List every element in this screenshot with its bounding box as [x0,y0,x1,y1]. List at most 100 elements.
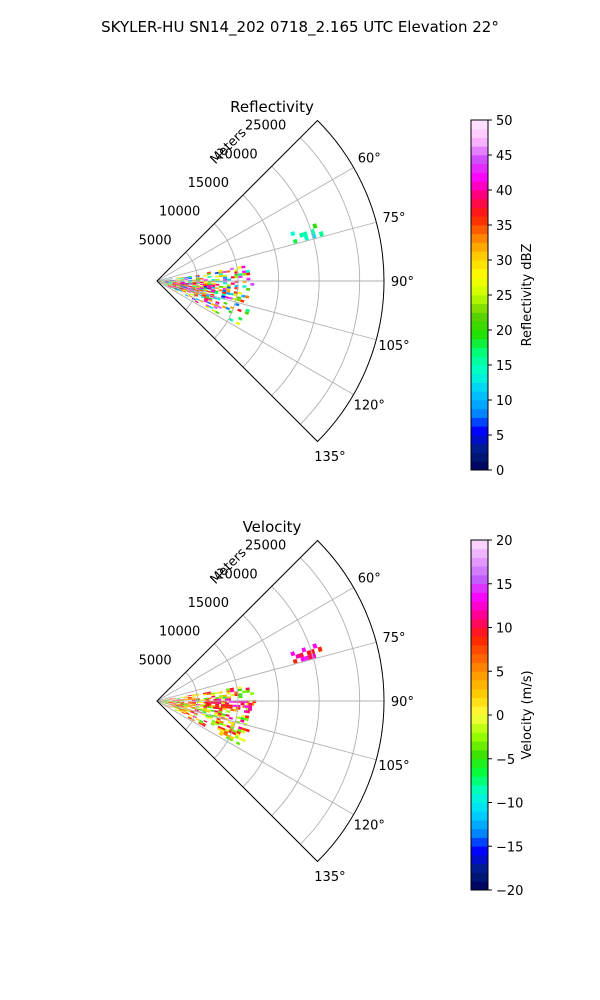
echo-cell [200,283,205,286]
colorbar-segment [471,391,488,401]
colorbar-segment [471,645,488,655]
echo-cell [164,281,169,283]
echo-cell [168,701,173,703]
colorbar-segment [471,610,488,620]
colorbar-label: Velocity (m/s) [520,670,535,759]
echo-cell [168,284,172,286]
echo-cell [168,282,173,284]
echo-cell [213,305,218,310]
echo-cell [175,707,179,710]
echo-cell [299,652,304,658]
echo-cell [302,231,308,237]
range-tick-label: 5000 [139,653,172,668]
echo-cell [248,702,253,706]
colorbar-segment [471,575,488,585]
echo-cell [180,699,185,701]
echo-cell [187,694,192,697]
echo-cell [247,708,253,711]
colorbar-segment [471,855,488,865]
sector-frame [156,539,385,863]
echo-cell [179,705,184,707]
echo-cell [232,729,238,734]
colorbar-segment [471,190,488,200]
echo-cell [188,702,192,704]
echo-cell [240,299,245,303]
azimuth-gridline [156,700,377,761]
echo-cell [164,281,169,282]
echo-cell [245,689,250,693]
echo-cell [224,728,230,733]
colorbar-segment [471,785,488,795]
echo-cell [180,702,185,704]
colorbar-tick-label: −10 [496,797,523,812]
echo-cell [188,701,192,703]
echo-cell [172,704,176,706]
echo-cell [312,223,318,229]
echo-cell [214,691,219,695]
echo-cell [176,699,181,701]
colorbar-tick-label: −20 [496,884,523,899]
echo-cell [164,702,169,704]
echo-cell [237,291,242,295]
echo-cell [160,702,165,704]
azimuth-tick-label: 75° [382,211,405,226]
echo-cell [227,720,232,724]
echo-cell [199,289,204,292]
echo-cell [183,695,188,697]
colorbar-tick-label: 20 [496,324,513,339]
echo-cell [238,726,243,730]
echo-cell [184,279,189,280]
figure-title: SKYLER-HU SN14_202 0718_2.165 UTC Elevat… [101,18,499,37]
echo-cell [215,719,221,723]
echo-cell [172,703,177,706]
echo-cell [172,703,177,705]
echo-cell [176,704,180,706]
echo-cell [168,278,173,280]
echo-cell [214,290,219,293]
azimuth-tick-label: 120° [354,819,385,834]
echo-cell [180,284,185,286]
echo-cell [182,709,187,712]
colorbar-segment [471,163,488,173]
echo-cell [228,737,234,742]
echo-cell [160,700,165,701]
echo-cell [163,284,168,287]
colorbar-tick-label: −5 [496,753,515,768]
echo-cell [242,270,247,274]
echo-cell [226,290,231,293]
echo-cell [207,282,212,284]
echo-cell [182,290,187,293]
echo-cell [238,736,243,741]
echo-cell [188,283,193,285]
echo-cell [173,282,178,283]
colorbar-segment [471,540,488,550]
echo-cell [230,689,235,693]
colorbar-segment [471,758,488,768]
echo-cell [187,275,192,278]
colorbar-segment [471,356,488,366]
echo-cell [223,730,229,735]
echo-cell [175,287,179,290]
echo-cell [167,284,172,287]
echo-cell [236,716,242,720]
echo-cell [191,703,196,706]
colorbar-tick-label: 25 [496,289,513,304]
echo-cell [164,279,169,281]
colorbar-segment [471,811,488,821]
echo-cell [211,290,216,293]
echo-cell [181,711,186,715]
echo-cell [214,271,219,275]
echo-cell [222,274,227,277]
echo-cell [202,711,207,714]
echo-cell [160,279,165,281]
echo-cell [164,702,169,704]
echo-cell [217,702,222,705]
echo-cell [186,290,191,293]
echo-cell [188,281,192,283]
echo-cell [182,289,187,292]
echo-cell [219,695,223,698]
echo-cell [218,289,223,292]
echo-cell [211,286,216,289]
echo-cell [232,704,237,708]
echo-cell [228,716,233,720]
